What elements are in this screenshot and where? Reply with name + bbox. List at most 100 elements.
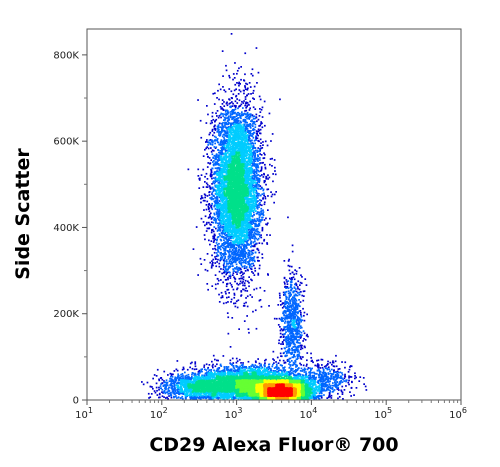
data-point [298,335,301,338]
data-point [254,142,256,145]
data-point [234,250,237,253]
data-point [184,395,187,397]
data-point [260,169,263,172]
data-point [243,267,246,270]
data-point [226,127,228,130]
data-point [325,373,328,376]
data-point [241,255,244,258]
data-point [220,226,222,229]
data-point [229,135,231,138]
data-point [296,336,299,338]
data-point [253,163,256,165]
data-point [249,113,252,115]
data-point [285,295,287,298]
data-point [255,177,258,179]
data-point [280,375,283,377]
data-point [283,333,285,336]
data-point [248,266,251,269]
data-point [209,162,212,164]
data-point [211,177,213,180]
data-point [234,116,236,118]
data-point [178,374,180,377]
data-point [279,352,282,355]
data-point [284,347,286,350]
data-point [201,370,203,373]
data-point [254,179,256,182]
data-point [186,392,189,395]
data-point [179,397,182,399]
data-point [254,123,257,126]
data-point [293,287,296,289]
data-point [185,374,188,377]
data-point [259,108,261,110]
data-point [260,234,262,236]
data-point [231,105,234,107]
data-point [294,269,296,271]
data-point [169,372,172,375]
data-point [265,177,267,180]
data-point [298,367,300,370]
data-point [177,382,179,385]
data-point [222,86,224,88]
data-point [240,277,242,280]
data-point [221,131,223,133]
data-point [244,289,247,292]
data-point [215,222,217,224]
data-point [204,215,207,218]
data-point [238,238,241,240]
data-point [302,299,305,302]
data-point [233,252,236,255]
data-point [182,368,185,370]
data-point [298,320,300,323]
data-point [178,382,181,385]
data-point [239,90,242,93]
data-point [351,381,353,384]
data-point [214,238,217,241]
data-point [226,283,228,285]
data-point [363,383,365,385]
data-point [200,398,202,400]
data-point [227,316,230,319]
data-point [248,244,251,246]
data-point [223,136,225,139]
data-point [344,373,346,376]
data-point [273,317,276,320]
data-point [218,195,220,197]
data-point [237,251,240,253]
data-point [324,382,327,385]
data-point [214,155,217,157]
data-point [350,395,352,397]
data-point [246,140,249,142]
data-point [289,286,292,289]
data-point [235,124,238,127]
data-point [162,391,165,393]
data-point [232,397,235,400]
data-point [214,371,216,373]
data-point [176,360,179,362]
data-point [306,333,308,336]
data-point [218,132,220,134]
data-point [236,266,238,268]
data-point [245,366,247,368]
data-point [223,241,225,244]
data-point [163,396,165,398]
data-point [223,133,226,136]
data-point [253,259,256,262]
data-point [224,255,227,258]
data-point [211,139,213,141]
data-point [299,330,301,333]
data-point [197,371,200,373]
data-point [225,123,227,126]
data-point [244,256,246,258]
data-point [290,360,293,362]
data-point [225,114,227,117]
data-point [251,233,253,236]
data-point [261,366,264,369]
data-point [294,316,296,319]
data-point [230,33,233,35]
data-point [303,338,305,340]
data-point [287,302,289,304]
data-point [274,166,276,169]
data-point [290,369,293,372]
data-point [291,278,293,281]
